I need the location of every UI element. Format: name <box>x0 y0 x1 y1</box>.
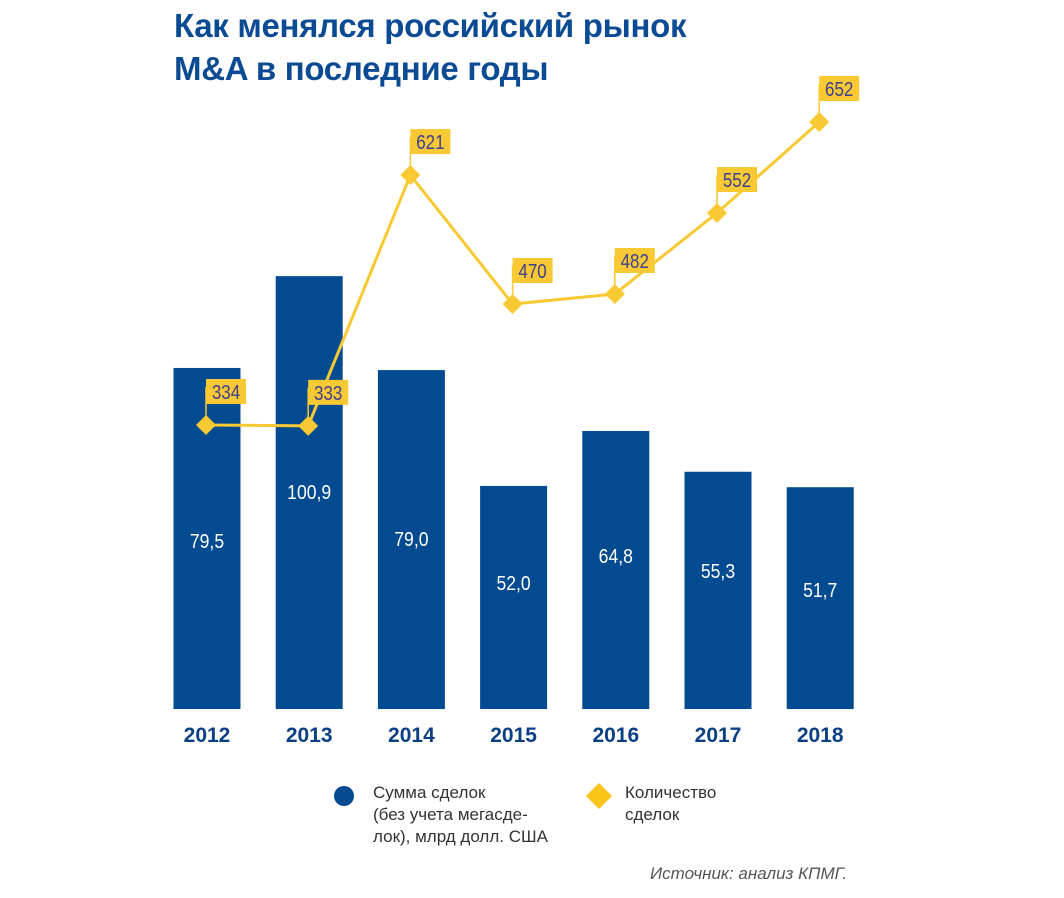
count-value-label: 333 <box>314 382 342 405</box>
bar-2017 <box>684 471 752 709</box>
legend-item-sum: Сумма сделок (без учета мегасде- лок), м… <box>333 782 548 848</box>
count-marker-diamond <box>707 203 727 223</box>
bar-value-label: 100,9 <box>287 481 331 503</box>
count-label-box <box>819 76 860 101</box>
legend-sum-line-1: Сумма сделок <box>373 783 486 802</box>
x-tick-label: 2015 <box>490 724 537 747</box>
source-note: Источник: анализ КПМГ. <box>650 864 847 883</box>
title-line-2: M&A в последние годы <box>174 50 549 87</box>
count-label-box <box>206 379 246 404</box>
legend-item-count: Количество сделок <box>585 782 716 826</box>
count-value-label: 334 <box>212 381 240 404</box>
bar-value-label: 52,0 <box>496 572 530 594</box>
title-line-1: Как менялся российский рынок <box>174 7 687 44</box>
count-label-box <box>410 129 451 155</box>
bar-2015 <box>480 485 548 709</box>
count-marker-diamond <box>502 294 523 314</box>
bar-2013 <box>275 276 343 709</box>
legend-sum-line-2: (без учета мегасде- <box>373 805 528 824</box>
legend-count-line-2: сделок <box>625 805 680 824</box>
bar-value-label: 55,3 <box>701 560 735 582</box>
count-marker-diamond <box>809 112 830 132</box>
count-marker-diamond <box>196 415 216 435</box>
x-tick-label: 2014 <box>388 724 435 747</box>
bar-2016 <box>582 431 650 709</box>
count-marker-diamond <box>400 165 421 186</box>
x-tick-label: 2017 <box>695 724 742 747</box>
bar-value-label: 51,7 <box>803 579 837 601</box>
count-value-label: 482 <box>621 250 649 273</box>
chart-title: Как менялся российский рынок M&A в после… <box>174 4 774 90</box>
bar-value-labels: 79,5 100,9 79,0 52,0 64,8 55,3 51,7 <box>190 481 837 601</box>
bar-value-label: 64,8 <box>599 545 633 567</box>
x-tick-label: 2012 <box>184 724 231 747</box>
bar-value-label: 79,5 <box>190 530 224 552</box>
line-series: 334 333 621 470 482 552 652 <box>196 76 860 436</box>
count-value-label: 470 <box>518 260 546 283</box>
bar-value-label: 79,0 <box>394 528 428 550</box>
legend-circle-icon <box>334 786 354 806</box>
count-marker-diamond <box>298 415 319 436</box>
count-label-box <box>308 379 349 405</box>
bar-series <box>173 276 854 709</box>
count-value-label: 621 <box>416 131 444 154</box>
legend-sum-line-3: лок), млрд долл. США <box>373 827 548 846</box>
count-label-box <box>512 258 553 283</box>
count-marker-diamond <box>604 284 625 304</box>
x-tick-label: 2018 <box>797 724 844 747</box>
count-label-box <box>717 167 757 192</box>
bar-2018 <box>786 487 854 709</box>
bar-2014 <box>377 370 445 709</box>
legend-diamond-icon <box>586 783 612 809</box>
x-tick-label: 2016 <box>592 724 639 747</box>
x-axis-ticks: 2012 2013 2014 2015 2016 2017 2018 <box>184 724 844 747</box>
legend-count-line-1: Количество <box>625 783 717 802</box>
count-value-label: 552 <box>723 169 751 192</box>
x-tick-label: 2013 <box>286 724 333 747</box>
count-value-label: 652 <box>825 78 853 101</box>
count-label-box <box>614 248 655 273</box>
